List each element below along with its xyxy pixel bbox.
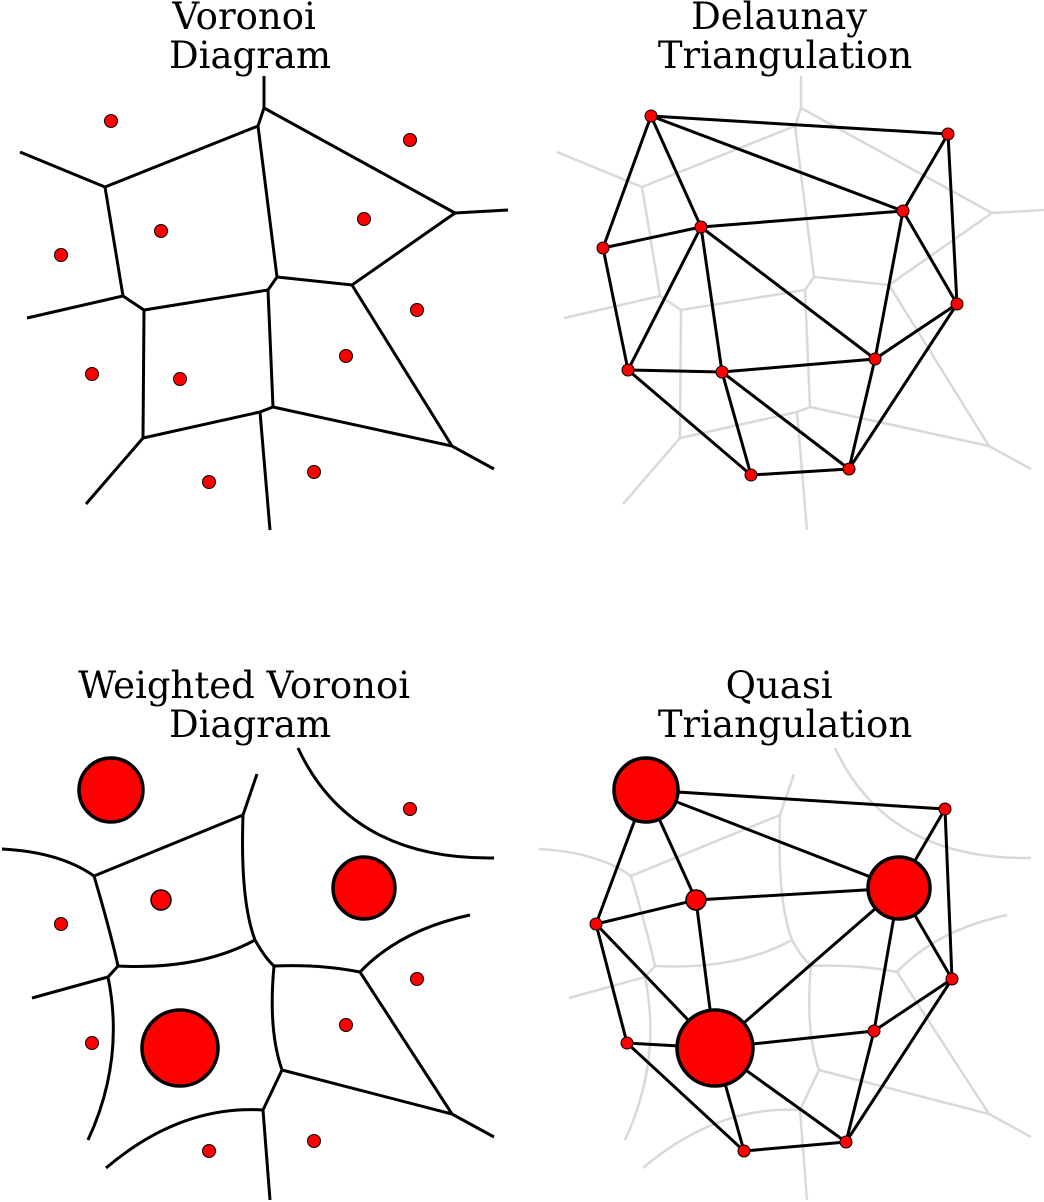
site-point — [715, 365, 729, 379]
site-point — [896, 204, 910, 218]
site-point — [202, 1144, 216, 1158]
site-point — [941, 127, 955, 141]
delaunay-edges — [601, 114, 959, 477]
voronoi-title-line-2: Diagram — [169, 34, 331, 77]
weighted-voronoi-sites — [54, 756, 424, 1158]
site-point — [339, 1018, 353, 1032]
delaunay-panel: Delaunay Triangulation — [556, 0, 1044, 531]
delaunay-title-line-2: Triangulation — [658, 34, 912, 77]
site-point — [644, 109, 658, 123]
site-point — [839, 1135, 853, 1149]
site-point — [403, 802, 417, 816]
site-point — [154, 224, 168, 238]
weighted-site-point — [150, 889, 172, 911]
weighted-site-point — [675, 1008, 755, 1088]
voronoi-sites — [54, 114, 424, 489]
delaunay-title: Delaunay Triangulation — [658, 0, 912, 77]
site-point — [744, 468, 758, 482]
quasi-triangulation-panel: Quasi Triangulation — [538, 664, 1032, 1201]
quasi-triangulation-title-line-1: Quasi — [726, 664, 833, 707]
weighted-site-point — [77, 756, 145, 824]
weighted-voronoi-title-line-1: Weighted Voronoi — [78, 664, 410, 707]
weighted-voronoi-panel: Weighted Voronoi Diagram — [1, 664, 495, 1201]
site-point — [620, 1036, 634, 1050]
site-point — [307, 465, 321, 479]
site-point — [410, 303, 424, 317]
site-point — [694, 220, 708, 234]
site-point — [357, 212, 371, 226]
site-point — [54, 248, 68, 262]
site-point — [938, 802, 952, 816]
site-point — [621, 363, 635, 377]
weighted-site-point — [140, 1008, 220, 1088]
site-point — [202, 475, 216, 489]
voronoi-title: Voronoi Diagram — [169, 0, 331, 77]
voronoi-panel: Voronoi Diagram — [19, 0, 509, 531]
voronoi-title-line-1: Voronoi — [171, 0, 316, 38]
site-point — [410, 972, 424, 986]
site-point — [173, 372, 187, 386]
site-point — [867, 1024, 881, 1038]
site-point — [950, 297, 964, 311]
site-point — [945, 972, 959, 986]
site-point — [307, 1134, 321, 1148]
delaunay-background-voronoi — [556, 76, 1044, 531]
weighted-site-point — [866, 855, 932, 921]
weighted-site-point — [612, 756, 680, 824]
quasi-triangulation-sites — [589, 756, 959, 1158]
delaunay-title-line-1: Delaunay — [691, 0, 867, 38]
site-point — [403, 133, 417, 147]
quasi-triangulation-title-line-2: Triangulation — [658, 703, 912, 746]
site-point — [85, 367, 99, 381]
weighted-site-point — [685, 889, 707, 911]
site-point — [339, 349, 353, 363]
quasi-triangulation-title: Quasi Triangulation — [658, 664, 912, 746]
site-point — [54, 917, 68, 931]
site-point — [842, 462, 856, 476]
weighted-voronoi-edges — [1, 747, 495, 1201]
site-point — [737, 1144, 751, 1158]
voronoi-edges — [19, 76, 509, 531]
weighted-voronoi-title-line-2: Diagram — [169, 703, 331, 746]
site-point — [589, 917, 603, 931]
weighted-site-point — [331, 855, 397, 921]
quasi-background-weighted-voronoi — [538, 747, 1032, 1201]
site-point — [868, 352, 882, 366]
site-point — [104, 114, 118, 128]
weighted-voronoi-title: Weighted Voronoi Diagram — [78, 664, 422, 746]
delaunay-sites — [596, 109, 964, 482]
site-point — [85, 1036, 99, 1050]
site-point — [596, 241, 610, 255]
